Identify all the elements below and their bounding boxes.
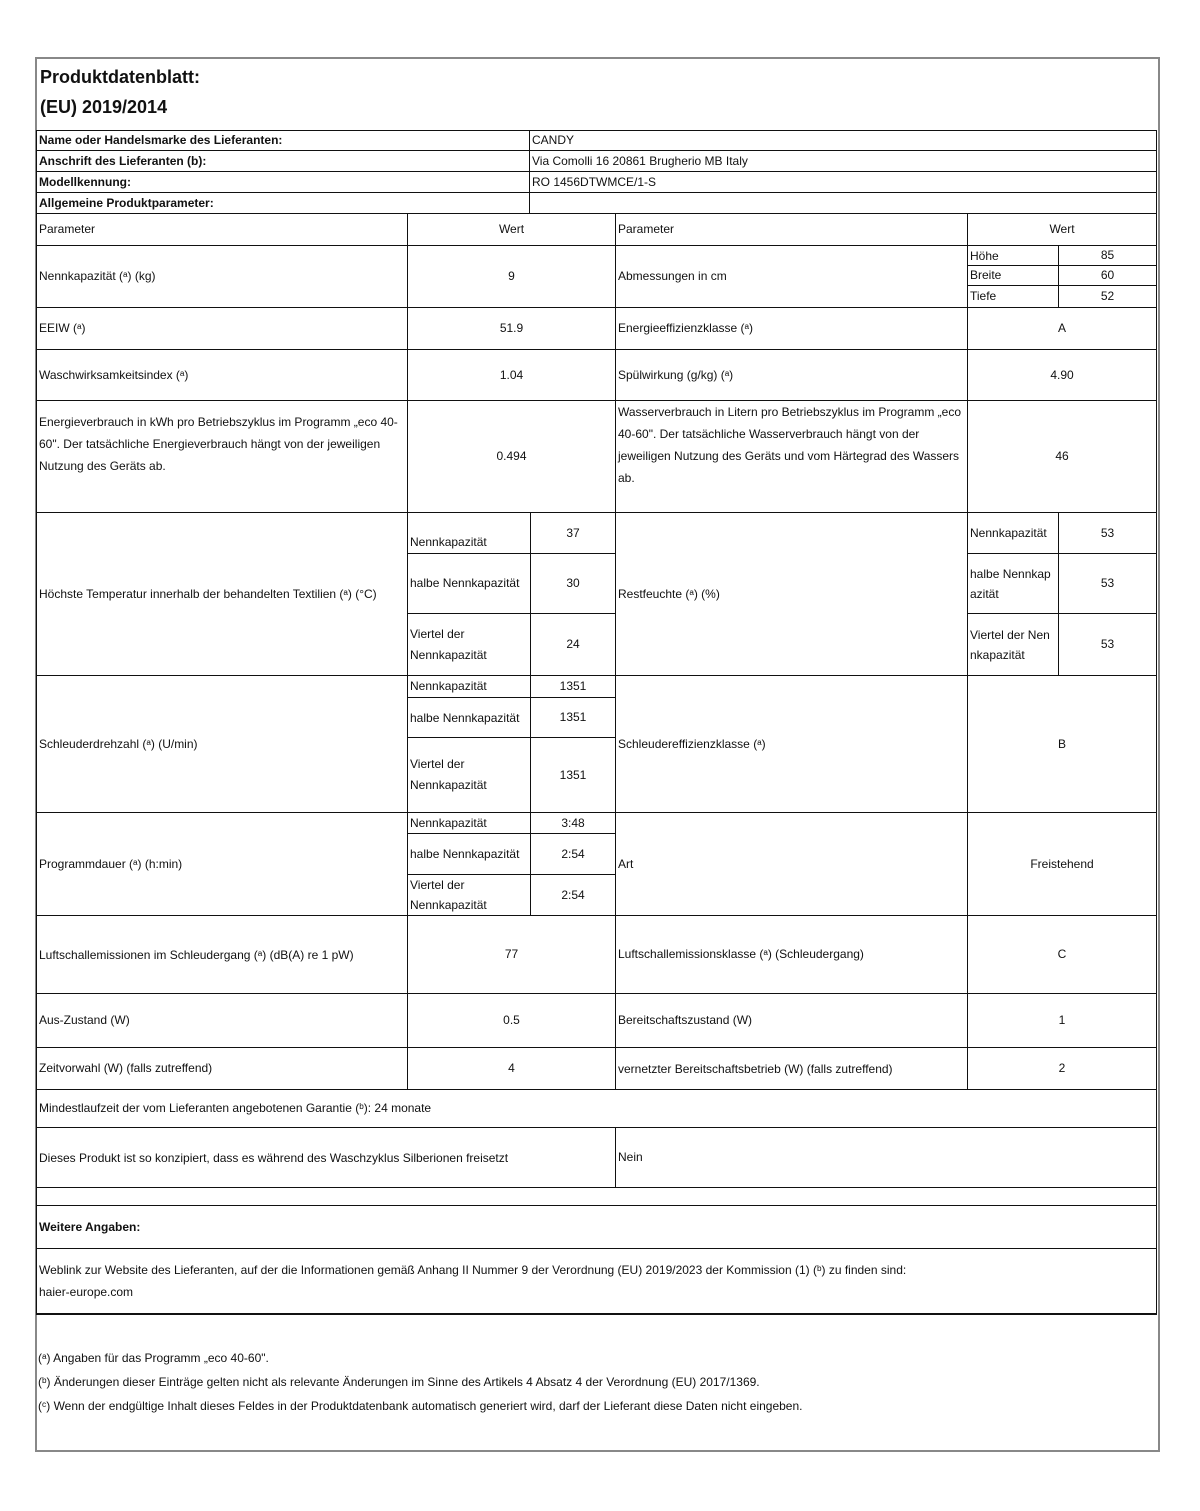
general-params-label: Allgemeine Produktparameter: xyxy=(36,192,530,214)
energy-class-label: Energieeffizienzklasse (ᵃ) xyxy=(615,307,968,350)
duration-sub-value: 3:48 xyxy=(530,812,616,834)
duration-sub-value: 2:54 xyxy=(530,874,616,916)
empty-row xyxy=(36,1187,1157,1206)
footnote: (ᶜ) Wenn der endgültige Inhalt dieses Fe… xyxy=(38,1399,803,1413)
rinse-value: 4.90 xyxy=(967,349,1157,401)
weblink-url[interactable]: haier-europe.com xyxy=(39,1285,134,1299)
depth-value: 52 xyxy=(1058,285,1157,308)
supplier-address-value: Via Comolli 16 20861 Brugherio MB Italy xyxy=(529,150,1157,172)
model-label: Modellkennung: xyxy=(36,171,530,193)
off-mode-value: 0.5 xyxy=(407,993,616,1048)
supplier-name-label: Name oder Handelsmarke des Lieferanten: xyxy=(36,130,530,151)
header-value-left: Wert xyxy=(407,213,616,246)
temp-sub-label: Viertel der Nennkapazität xyxy=(407,613,531,676)
width-value: 60 xyxy=(1058,265,1157,286)
footnote: (ᵃ) Angaben für das Programm „eco 40-60"… xyxy=(38,1351,269,1365)
standby-label: Bereitschaftszustand (W) xyxy=(615,993,968,1048)
spin-sub-label: Nennkapazität xyxy=(407,675,531,698)
moisture-label: Restfeuchte (ᵃ) (%) xyxy=(615,512,968,676)
silver-value: Nein xyxy=(615,1127,1157,1188)
temp-sub-value: 24 xyxy=(530,613,616,676)
type-value: Freistehend xyxy=(967,812,1157,916)
duration-label: Programmdauer (ᵃ) (h:min) xyxy=(36,812,408,916)
spin-sub-value: 1351 xyxy=(530,697,616,738)
page-title: Produktdatenblatt: (EU) 2019/2014 xyxy=(40,67,200,117)
spin-sub-label: halbe Nennkapazität xyxy=(407,697,531,738)
header-value-right: Wert xyxy=(967,213,1157,246)
rinse-label: Spülwirkung (g/kg) (ᵃ) xyxy=(615,349,968,401)
supplier-name-value: CANDY xyxy=(529,130,1157,151)
spin-label: Schleuderdrehzahl (ᵃ) (U/min) xyxy=(36,675,408,813)
warranty-text: Mindestlaufzeit der vom Lieferanten ange… xyxy=(36,1089,1157,1128)
energy-class-value: A xyxy=(967,307,1157,350)
networked-standby-value: 2 xyxy=(967,1047,1157,1090)
temp-sub-label: Nennkapazität xyxy=(407,512,531,554)
noise-label: Luftschallemissionen im Schleudergang (ᵃ… xyxy=(36,915,408,994)
temp-sub-value: 37 xyxy=(530,512,616,554)
networked-standby-label: vernetzter Bereitschaftsbetrieb (W) (fal… xyxy=(615,1047,968,1090)
moisture-sub-value: 53 xyxy=(1058,553,1157,614)
model-value: RO 1456DTWMCE/1-S xyxy=(529,171,1157,193)
width-label: Breite xyxy=(967,265,1059,286)
moisture-sub-value: 53 xyxy=(1058,613,1157,676)
moisture-sub-label: Nennkapazität xyxy=(967,512,1059,554)
spin-class-label: Schleudereffizienzklasse (ᵃ) xyxy=(615,675,968,813)
delay-start-label: Zeitvorwahl (W) (falls zutreffend) xyxy=(36,1047,408,1090)
off-mode-label: Aus-Zustand (W) xyxy=(36,993,408,1048)
temp-sub-label: halbe Nennkapazität xyxy=(407,553,531,614)
delay-start-value: 4 xyxy=(407,1047,616,1090)
type-label: Art xyxy=(615,812,968,916)
energy-value: 0.494 xyxy=(407,400,616,513)
spin-sub-label: Viertel der Nennkapazität xyxy=(407,737,531,813)
temp-label: Höchste Temperatur innerhalb der behande… xyxy=(36,512,408,676)
temp-sub-value: 30 xyxy=(530,553,616,614)
dimensions-label: Abmessungen in cm xyxy=(615,245,968,308)
duration-sub-label: Viertel der Nennkapazität xyxy=(407,874,531,916)
spin-class-value: B xyxy=(967,675,1157,813)
eew-value: 51.9 xyxy=(407,307,616,350)
water-value: 46 xyxy=(967,400,1157,513)
spin-sub-value: 1351 xyxy=(530,675,616,698)
header-param-right: Parameter xyxy=(615,213,968,246)
noise-class-label: Luftschallemissionsklasse (ᵃ) (Schleuder… xyxy=(615,915,968,994)
moisture-sub-label: halbe Nennkapazität xyxy=(967,553,1059,614)
general-params-value xyxy=(529,192,1157,214)
moisture-sub-label: Viertel der Nennkapazität xyxy=(967,613,1059,676)
eew-label: EEIW (ᵃ) xyxy=(36,307,408,350)
noise-class-value: C xyxy=(967,915,1157,994)
duration-sub-label: Nennkapazität xyxy=(407,812,531,834)
wash-index-value: 1.04 xyxy=(407,349,616,401)
capacity-label: Nennkapazität (ᵃ) (kg) xyxy=(36,245,408,308)
height-label: Höhe xyxy=(967,245,1059,266)
weblink-text: Weblink zur Website des Lieferanten, auf… xyxy=(39,1263,907,1277)
silver-label: Dieses Produkt ist so konzipiert, dass e… xyxy=(36,1127,616,1188)
standby-value: 1 xyxy=(967,993,1157,1048)
duration-sub-label: halbe Nennkapazität xyxy=(407,833,531,875)
wash-index-label: Waschwirksamkeitsindex (ᵃ) xyxy=(36,349,408,401)
duration-sub-value: 2:54 xyxy=(530,833,616,875)
spin-sub-value: 1351 xyxy=(530,737,616,813)
depth-label: Tiefe xyxy=(967,285,1059,308)
energy-label: Energieverbrauch in kWh pro Betriebszykl… xyxy=(36,400,408,513)
more-info-heading: Weitere Angaben: xyxy=(36,1205,1157,1249)
footnote: (ᵇ) Änderungen dieser Einträge gelten ni… xyxy=(38,1375,760,1389)
noise-value: 77 xyxy=(407,915,616,994)
capacity-value: 9 xyxy=(407,245,616,308)
weblink-cell: Weblink zur Website des Lieferanten, auf… xyxy=(36,1248,1157,1314)
water-label: Wasserverbrauch in Litern pro Betriebszy… xyxy=(615,400,968,513)
height-value: 85 xyxy=(1058,245,1157,266)
supplier-address-label: Anschrift des Lieferanten (b): xyxy=(36,150,530,172)
moisture-sub-value: 53 xyxy=(1058,512,1157,554)
header-param-left: Parameter xyxy=(36,213,408,246)
